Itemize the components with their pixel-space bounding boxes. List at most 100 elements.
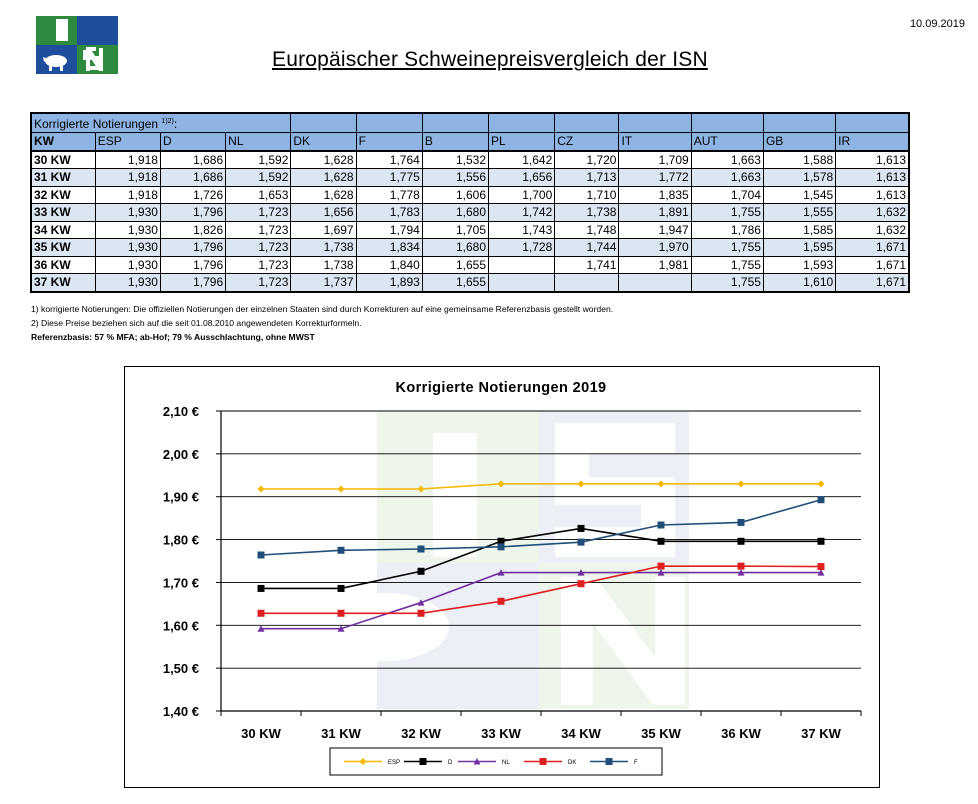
price-cell: 1,713 — [554, 168, 620, 187]
price-cell: 1,555 — [762, 203, 837, 222]
price-cell: 1,709 — [618, 150, 692, 169]
price-cell: 1,947 — [618, 220, 692, 239]
price-cell: 1,720 — [554, 150, 620, 169]
price-cell: 1,783 — [355, 203, 423, 222]
price-cell: 1,738 — [290, 255, 357, 274]
price-cell: 1,786 — [690, 220, 764, 239]
legend-item-nl: NL — [458, 758, 510, 766]
price-cell: 1,796 — [159, 255, 227, 274]
x-tick-label: 37 KW — [801, 726, 841, 741]
price-cell: 1,755 — [690, 255, 764, 274]
column-header: ESP — [94, 132, 161, 151]
date: 10.09.2019 — [909, 18, 965, 30]
data-point — [417, 599, 425, 606]
price-cell: 1,743 — [488, 220, 556, 239]
price-cell: 1,723 — [225, 255, 292, 274]
x-tick-label: 32 KW — [401, 726, 441, 741]
price-cell: 1,613 — [835, 185, 910, 204]
data-point — [577, 538, 585, 546]
price-cell: 1,663 — [690, 168, 764, 187]
legend-item-d: D — [404, 758, 453, 766]
price-cell: 1,613 — [835, 150, 910, 169]
data-point — [817, 496, 825, 504]
price-cell: 1,595 — [762, 238, 837, 257]
price-cell: 1,794 — [355, 220, 423, 239]
data-point — [817, 480, 825, 488]
price-cell: 1,891 — [618, 203, 692, 222]
price-cell: 1,656 — [290, 203, 357, 222]
price-cell: 1,772 — [618, 168, 692, 187]
table-caption-row: Korrigierte Notierungen 1)2): — [30, 112, 910, 133]
price-cell: 1,738 — [554, 203, 620, 222]
table-row: 31 KW 1,918 1,686 1,592 1,628 1,775 1,556 1,656… — [30, 168, 910, 187]
price-cell: 1,840 — [355, 255, 423, 274]
data-point — [577, 480, 585, 488]
legend-label: NL — [502, 760, 510, 766]
legend-label: ESP — [388, 760, 400, 766]
data-point — [737, 518, 745, 526]
table-caption: Korrigierte Notierungen 1)2): — [30, 112, 226, 133]
column-header: GB — [762, 132, 837, 151]
price-cell: 1,656 — [488, 168, 556, 187]
y-tick-label: 1,60 € — [163, 618, 199, 633]
price-cell: 1,686 — [159, 150, 227, 169]
data-point — [657, 537, 665, 545]
legend-item-f: F — [590, 758, 638, 766]
price-cell: 1,697 — [290, 220, 357, 239]
price-cell: 1,705 — [421, 220, 490, 239]
data-point — [417, 609, 425, 617]
series-esp — [257, 480, 825, 493]
data-point — [497, 543, 505, 551]
data-point — [497, 569, 505, 576]
legend-marker — [539, 758, 547, 765]
price-cell — [488, 255, 556, 274]
price-cell: 1,556 — [421, 168, 490, 187]
price-cell: 1,613 — [835, 168, 910, 187]
column-header: NL — [225, 132, 292, 151]
price-cell: 1,632 — [835, 220, 910, 239]
price-cell: 1,930 — [94, 220, 161, 239]
x-tick-label: 33 KW — [481, 726, 521, 741]
week-cell: 32 KW — [30, 185, 96, 204]
price-cell: 1,796 — [159, 203, 227, 222]
price-cell: 1,726 — [159, 185, 227, 204]
column-header: AUT — [690, 132, 764, 151]
price-cell: 1,970 — [618, 238, 692, 257]
table-row: 35 KW 1,930 1,796 1,723 1,738 1,834 1,680 1,728… — [30, 238, 910, 257]
table-row: 33 KW 1,930 1,796 1,723 1,656 1,783 1,680 1,742… — [30, 203, 910, 222]
data-point — [337, 584, 345, 592]
price-cell: 1,755 — [690, 273, 764, 292]
table-row: 30 KW 1,918 1,686 1,592 1,628 1,764 1,532 1,642… — [30, 150, 910, 169]
y-tick-label: 1,90 € — [163, 490, 199, 505]
price-cell: 1,671 — [835, 255, 910, 274]
column-header: D — [159, 132, 227, 151]
data-point — [257, 584, 265, 592]
data-point — [817, 563, 825, 571]
x-tick-label: 30 KW — [241, 726, 281, 741]
data-point — [257, 485, 265, 493]
legend-label: DK — [568, 760, 576, 766]
price-cell: 1,826 — [159, 220, 227, 239]
price-cell — [554, 273, 620, 292]
legend-marker — [473, 758, 481, 765]
series-line — [261, 527, 821, 590]
price-cell: 1,744 — [554, 238, 620, 257]
data-point — [657, 480, 665, 488]
data-point — [577, 580, 585, 588]
price-cell: 1,686 — [159, 168, 227, 187]
column-header: IR — [835, 132, 910, 151]
legend-label: F — [634, 760, 638, 766]
price-cell: 1,663 — [690, 150, 764, 169]
price-cell: 1,893 — [355, 273, 423, 292]
price-cell: 1,592 — [225, 150, 292, 169]
data-point — [257, 625, 265, 632]
table-row: 34 KW 1,930 1,826 1,723 1,697 1,794 1,705 1,743… — [30, 220, 910, 239]
x-tick-label: 34 KW — [561, 726, 601, 741]
price-cell: 1,755 — [690, 203, 764, 222]
footnote-1: 1) korrigierte Notierungen: Die offiziel… — [31, 304, 614, 314]
price-table: Korrigierte Notierungen 1)2): KW ESP D NL DK… — [30, 112, 910, 293]
price-cell: 1,585 — [762, 220, 837, 239]
line-chart: Korrigierte Notierungen 2019 1,40 € 1,50 … — [163, 380, 862, 776]
week-cell: 31 KW — [30, 168, 96, 187]
table-row: 32 KW 1,918 1,726 1,653 1,628 1,778 1,606 1,700… — [30, 185, 910, 204]
